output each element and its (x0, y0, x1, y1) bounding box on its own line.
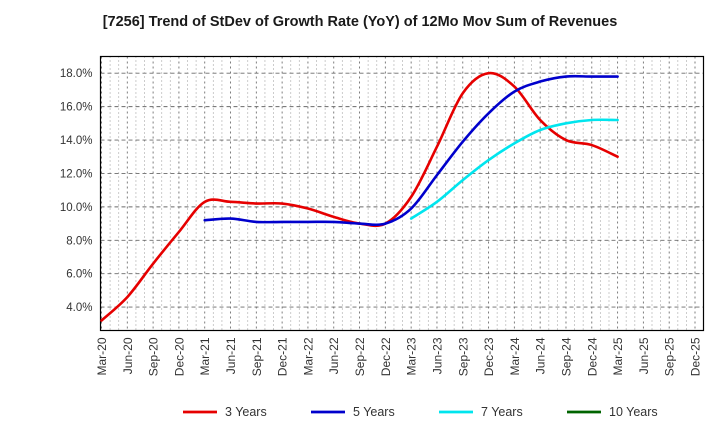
legend-label-3-years: 3 Years (225, 405, 267, 419)
minor-gridlines (109, 56, 687, 331)
y-axis-tick-label: 14.0% (60, 135, 93, 147)
chart-legend: 3 Years 5 Years 7 Years 10 Years (183, 405, 658, 419)
x-axis-tick-label: Mar-25 (611, 337, 625, 375)
x-axis-tick-label: Dec-25 (689, 337, 703, 376)
x-axis-tick-label: Dec-22 (379, 337, 393, 376)
y-axis-tick-label: 16.0% (60, 102, 93, 114)
x-axis-tick-label: Mar-22 (301, 337, 315, 375)
x-axis-tick-label: Dec-24 (585, 337, 599, 376)
x-axis-tick-label: Mar-20 (95, 337, 109, 375)
x-axis-tick-label: Jun-20 (121, 337, 135, 374)
y-axis-tick-label: 18.0% (60, 68, 93, 80)
x-axis-tick-label: Jun-24 (534, 337, 548, 374)
y-axis-tick-label: 8.0% (66, 235, 92, 247)
x-axis-tick-label: Sep-25 (663, 337, 677, 376)
quarter-gridlines (101, 56, 696, 331)
plot-frame (99, 55, 705, 332)
legend-label-7-years: 7 Years (481, 405, 523, 419)
y-axis-tick-label: 6.0% (66, 269, 92, 281)
series-line-5-years (203, 74, 619, 227)
x-axis-tick-label: Sep-22 (353, 337, 367, 376)
x-axis-tick-label: Jun-25 (637, 337, 651, 374)
x-axis-tick-label: Mar-23 (405, 337, 419, 375)
y-axis-tick-label: 10.0% (60, 202, 93, 214)
x-axis-tick-label: Sep-23 (456, 337, 470, 376)
x-axis-tick-label: Sep-20 (147, 337, 161, 376)
x-axis-tick-label: Dec-20 (172, 337, 186, 376)
x-axis-tick-label: Jun-21 (224, 337, 238, 374)
x-axis-tick-label: Jun-23 (430, 337, 444, 374)
x-axis-tick-label: Dec-23 (482, 337, 496, 376)
x-axis-tick-label: Jun-22 (327, 337, 341, 374)
legend-label-10-years: 10 Years (609, 405, 658, 419)
y-gridlines: 4.0% 6.0% 8.0% 10.0% 12.0% 14.0% 16.0% 18.0% (60, 68, 704, 314)
x-axis-tick-label: Dec-21 (276, 337, 290, 376)
x-axis-tick-label: Mar-21 (198, 337, 212, 375)
y-axis-tick-label: 12.0% (60, 169, 93, 181)
x-axis-tick-label: Sep-24 (559, 337, 573, 376)
series-line-7-years (409, 118, 619, 220)
x-axis-labels: Mar-20 Jun-20 Sep-20 Dec-20 Mar-21 Jun-21 Sep-… (95, 337, 703, 376)
y-axis-tick-label: 4.0% (66, 302, 92, 314)
x-axis-tick-label: Sep-21 (250, 337, 264, 376)
series-lines (100, 71, 619, 322)
x-axis-tick-label: Mar-24 (508, 337, 522, 375)
legend-label-5-years: 5 Years (353, 405, 395, 419)
chart-title: [7256] Trend of StDev of Growth Rate (Yo… (102, 14, 618, 30)
